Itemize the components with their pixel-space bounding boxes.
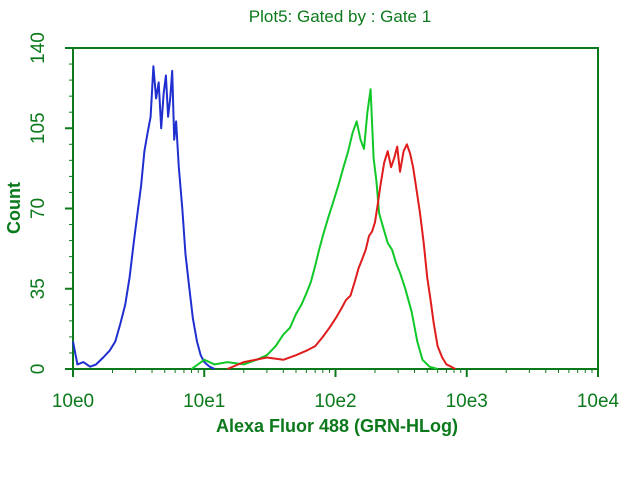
series-line-blue [72, 65, 216, 370]
x-axis: 10e0 10e1 10e2 10e3 10e4 [52, 369, 620, 412]
y-tick-label: 105 [28, 112, 49, 144]
x-axis-label: Alexa Fluor 488 (GRN-HLog) [216, 416, 458, 436]
y-tick-label: 70 [28, 198, 49, 219]
y-axis-label: Count [4, 182, 24, 234]
y-tick-label: 140 [28, 32, 49, 64]
y-axis: 0 35 70 105 140 [28, 32, 73, 374]
y-tick-label: 0 [28, 364, 49, 375]
y-tick-label: 35 [28, 278, 49, 299]
x-tick-label: 10e4 [577, 391, 620, 412]
x-tick-label: 10e3 [446, 391, 488, 412]
x-tick-label: 10e2 [314, 391, 356, 412]
series-line-red [227, 143, 456, 370]
chart-title: Plot5: Gated by : Gate 1 [249, 7, 431, 26]
series-line-green [190, 88, 438, 370]
x-tick-label: 10e1 [183, 391, 225, 412]
x-tick-label: 10e0 [52, 391, 94, 412]
series-layer [72, 65, 456, 370]
